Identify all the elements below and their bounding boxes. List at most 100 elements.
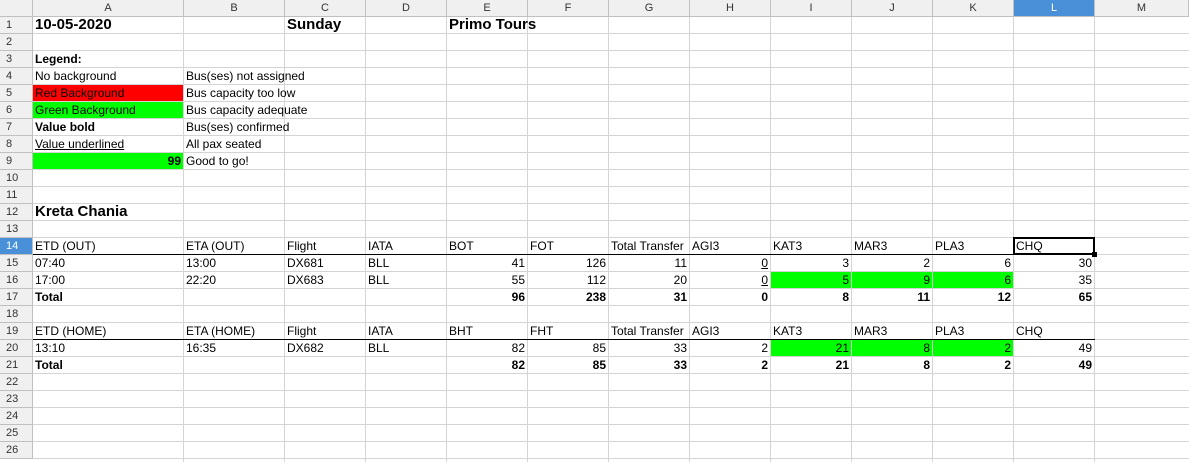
grid-line-vertical (527, 17, 528, 462)
column-header-h[interactable]: H (690, 0, 771, 17)
table-cell: 85 (592, 341, 606, 355)
table-cell: 0 (761, 256, 768, 270)
table-cell: BLL (368, 256, 390, 270)
row-header-6[interactable]: 6 (0, 102, 33, 119)
grid-line-vertical (851, 17, 852, 462)
total-value: 2 (761, 358, 768, 372)
column-title: MAR3 (854, 324, 888, 338)
column-header-l[interactable]: L (1014, 0, 1095, 17)
row-header-10[interactable]: 10 (0, 170, 33, 187)
row-header-11[interactable]: 11 (0, 187, 33, 204)
row-header-13[interactable]: 13 (0, 221, 33, 238)
fill-handle[interactable] (1092, 252, 1097, 257)
legend-item-description: Good to go! (186, 154, 249, 168)
total-value: 82 (511, 358, 525, 372)
row-header-19[interactable]: 19 (0, 323, 33, 340)
legend-item-description: Bus capacity too low (186, 86, 296, 100)
total-value: 8 (842, 290, 849, 304)
grid-line-horizontal (33, 390, 1189, 391)
row-header-16[interactable]: 16 (0, 272, 33, 289)
grid-line-horizontal (33, 169, 1189, 170)
row-header-18[interactable]: 18 (0, 306, 33, 323)
column-header-c[interactable]: C (285, 0, 366, 17)
column-title: FOT (530, 239, 554, 253)
column-header-b[interactable]: B (184, 0, 285, 17)
column-header-g[interactable]: G (609, 0, 690, 17)
table-cell: 5 (771, 272, 851, 288)
grid-line-vertical (446, 17, 447, 462)
column-title: BOT (449, 239, 474, 253)
select-all-corner[interactable] (0, 0, 33, 17)
grid-line-horizontal (33, 407, 1189, 408)
row-header-14[interactable]: 14 (0, 238, 33, 255)
total-value: 49 (1078, 358, 1092, 372)
column-title: FHT (530, 324, 554, 338)
column-header-f[interactable]: F (528, 0, 609, 17)
table-cell: 0 (761, 273, 768, 287)
row-header-9[interactable]: 9 (0, 153, 33, 170)
table-cell: 2 (933, 340, 1013, 356)
legend-title: Legend: (35, 52, 82, 66)
grid-line-horizontal (33, 356, 1189, 357)
table-cell: 6 (1004, 256, 1011, 270)
column-title: Total Transfer (611, 239, 684, 253)
header-underline (33, 339, 1095, 340)
total-label: Total (35, 290, 63, 304)
total-value: 65 (1078, 290, 1092, 304)
legend-item-label: Value underlined (35, 137, 125, 151)
table-cell: 13:00 (186, 256, 217, 270)
column-title: CHQ (1016, 324, 1043, 338)
column-header-m[interactable]: M (1095, 0, 1189, 17)
total-value: 85 (592, 358, 606, 372)
column-title: PLA3 (935, 324, 965, 338)
row-header-12[interactable]: 12 (0, 204, 33, 221)
total-value: 2 (1004, 358, 1011, 372)
grid-line-horizontal (33, 441, 1189, 442)
row-header-8[interactable]: 8 (0, 136, 33, 153)
column-title: CHQ (1016, 239, 1043, 253)
column-header-e[interactable]: E (447, 0, 528, 17)
row-header-26[interactable]: 26 (0, 442, 33, 459)
table-cell: 41 (511, 256, 525, 270)
column-header-i[interactable]: I (771, 0, 852, 17)
row-header-5[interactable]: 5 (0, 85, 33, 102)
column-header-j[interactable]: J (852, 0, 933, 17)
total-value: 8 (923, 358, 930, 372)
company-name: Primo Tours (449, 16, 537, 33)
row-header-23[interactable]: 23 (0, 391, 33, 408)
row-header-3[interactable]: 3 (0, 51, 33, 68)
row-header-1[interactable]: 1 (0, 17, 33, 34)
table-cell: 9 (852, 272, 932, 288)
row-header-17[interactable]: 17 (0, 289, 33, 306)
row-header-24[interactable]: 24 (0, 408, 33, 425)
legend-item-description: Bus capacity adequate (186, 103, 308, 117)
column-title: BHT (449, 324, 473, 338)
legend-item-description: Bus(ses) not assigned (186, 69, 305, 83)
legend-item-label: Red Background (33, 85, 183, 101)
column-header-a[interactable]: A (33, 0, 184, 17)
row-header-25[interactable]: 25 (0, 425, 33, 442)
column-title: Total Transfer (611, 324, 684, 338)
row-header-2[interactable]: 2 (0, 34, 33, 51)
table-cell: 16:35 (186, 341, 217, 355)
grid-line-horizontal (33, 373, 1189, 374)
row-header-22[interactable]: 22 (0, 374, 33, 391)
grid-line-horizontal (33, 271, 1189, 272)
row-header-21[interactable]: 21 (0, 357, 33, 374)
grid-line-horizontal (33, 322, 1189, 323)
total-value: 238 (585, 290, 606, 304)
grid-line-horizontal (33, 288, 1189, 289)
row-header-20[interactable]: 20 (0, 340, 33, 357)
column-header-d[interactable]: D (366, 0, 447, 17)
column-title: Flight (287, 324, 317, 338)
row-header-7[interactable]: 7 (0, 119, 33, 136)
column-header-k[interactable]: K (933, 0, 1014, 17)
grid-line-vertical (932, 17, 933, 462)
grid-line-vertical (689, 17, 690, 462)
grid-line-horizontal (33, 33, 1189, 34)
row-header-4[interactable]: 4 (0, 68, 33, 85)
active-cell-cursor[interactable] (1013, 237, 1095, 255)
row-header-15[interactable]: 15 (0, 255, 33, 272)
column-title: AGI3 (692, 239, 720, 253)
